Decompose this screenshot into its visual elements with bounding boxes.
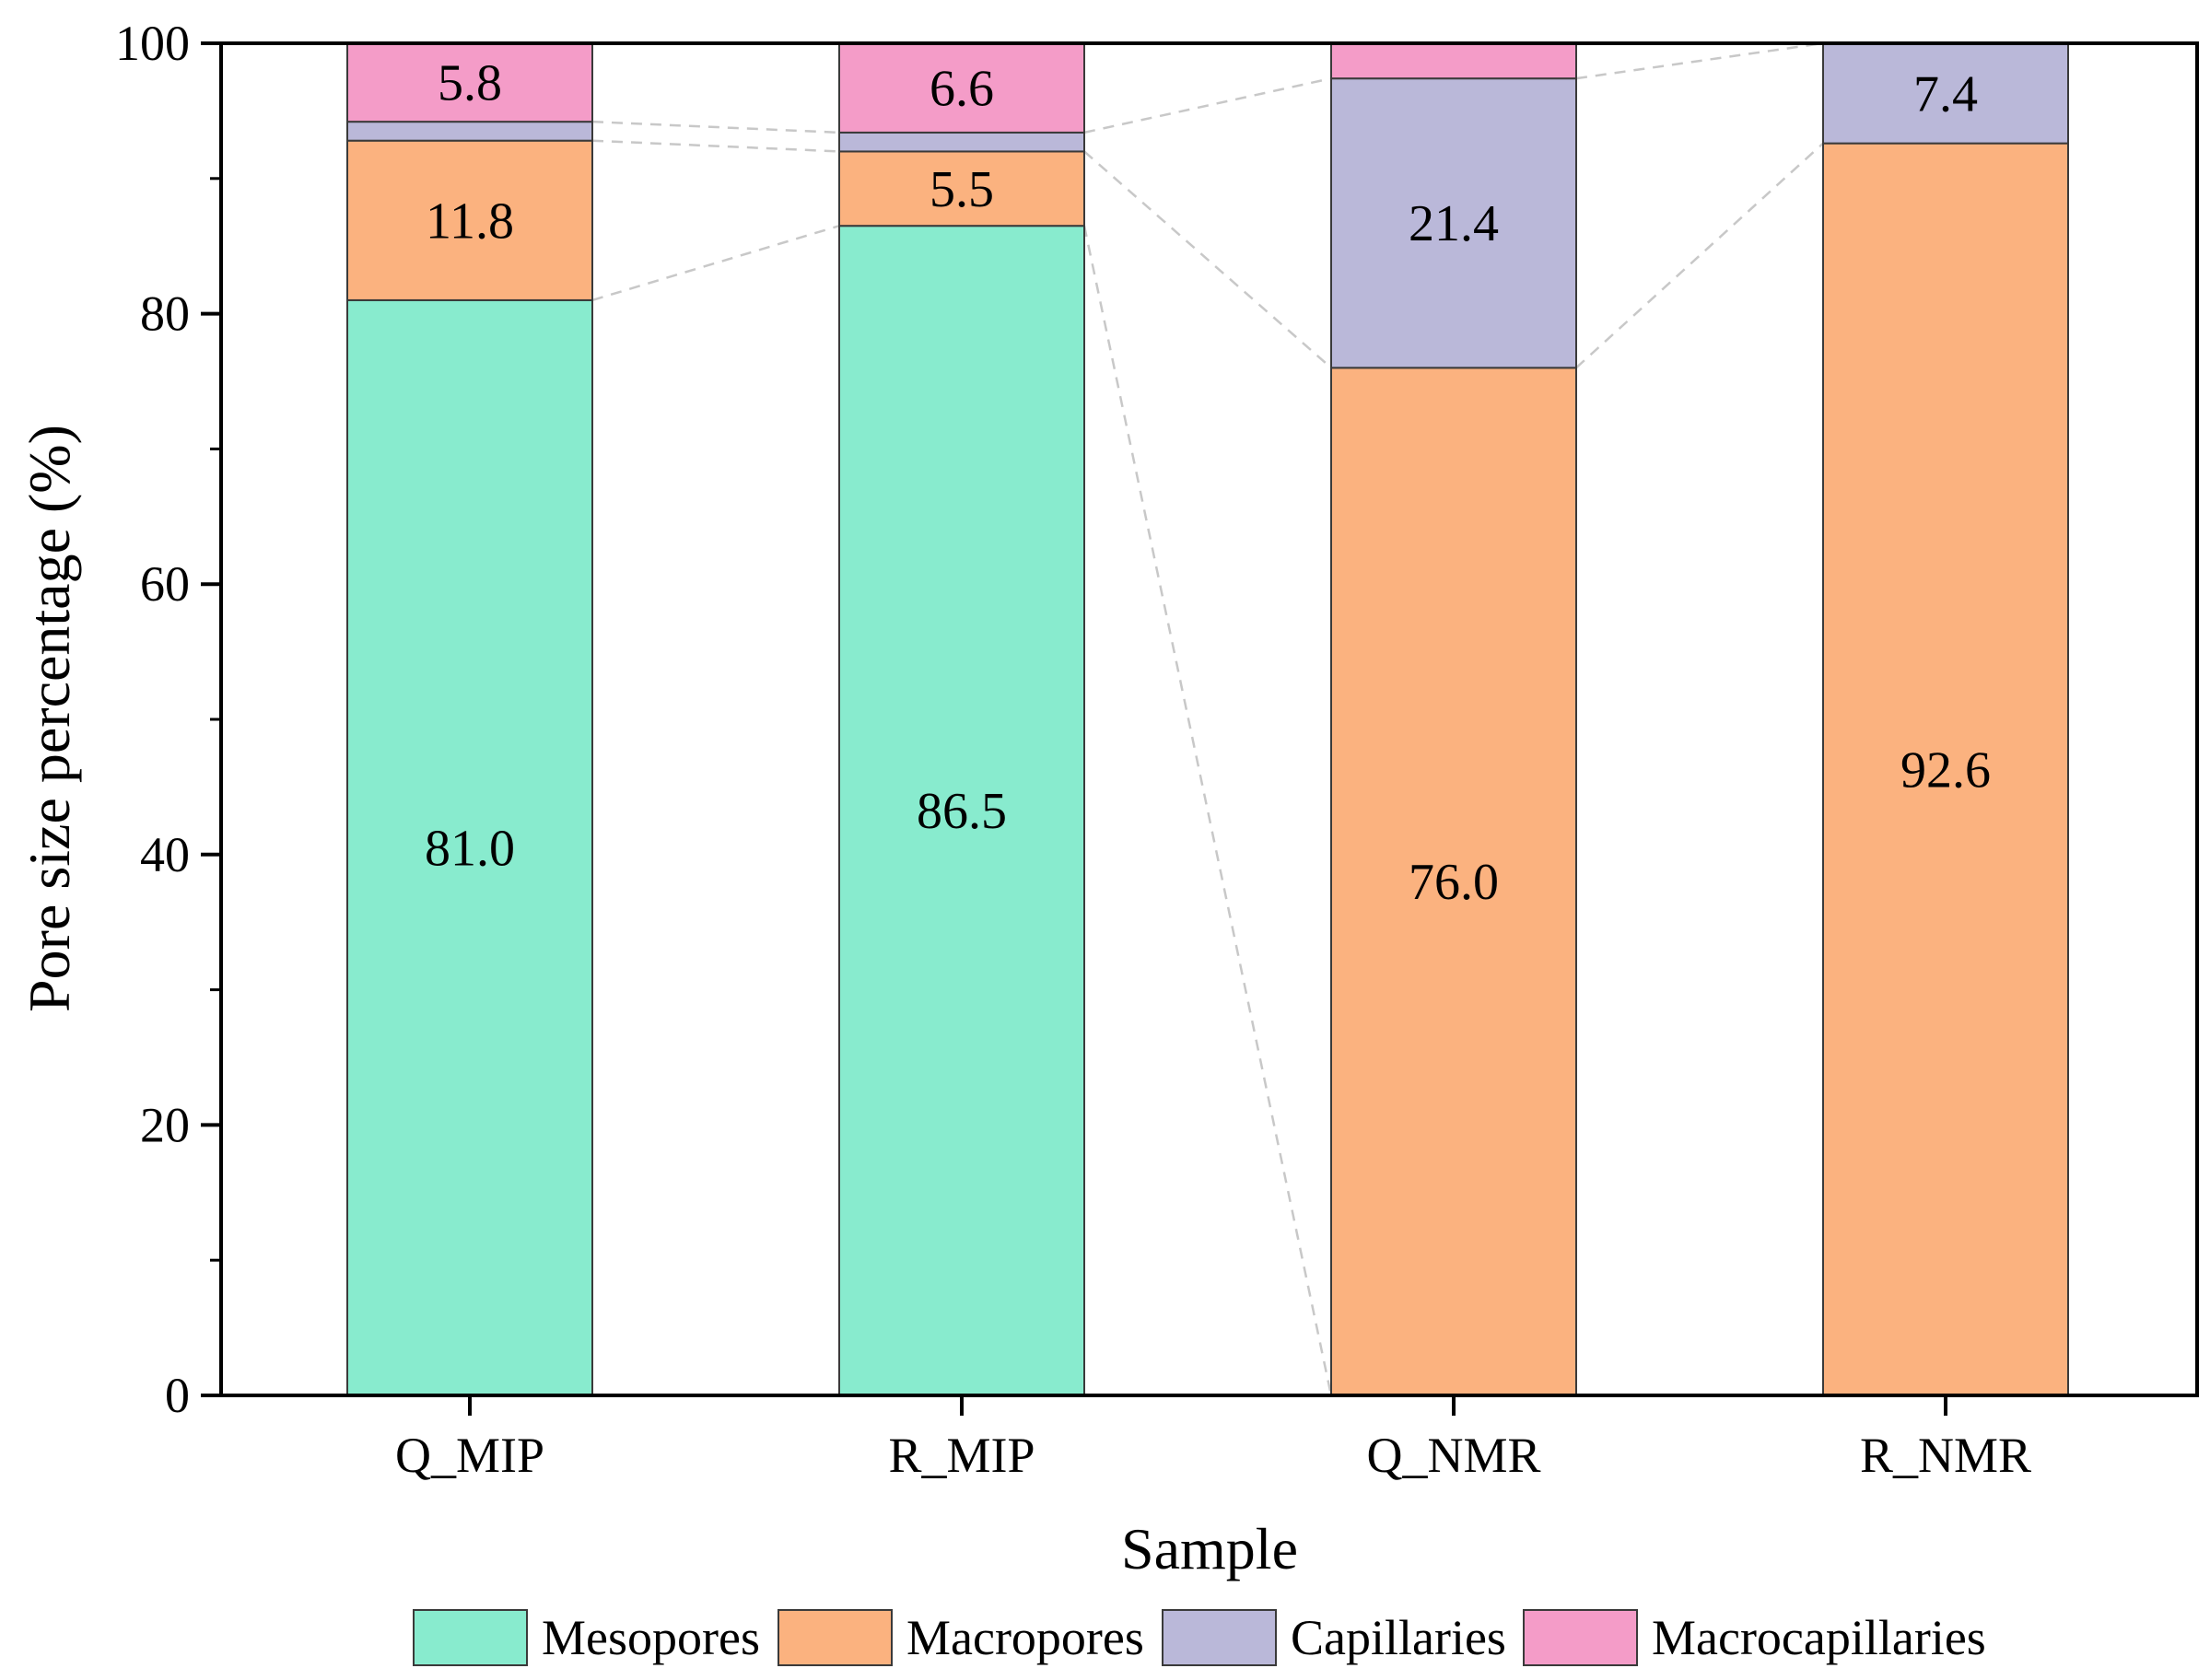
bar-r_nmr-macropores [1822,142,2069,1397]
axes: 0 20 40 60 80 100 Q_MIP R_MIP Q_NMR R_NMR [115,16,2199,1483]
bar-stacks [346,42,2069,1397]
connector-line-Q_NMR-macropores [1575,142,1824,369]
bar-q_mip-mesopores [346,298,593,1396]
y-tick-label: 20 [140,1097,190,1152]
x-tick-label-r_nmr: R_NMR [1860,1428,2031,1483]
y-tick-label: 60 [140,556,190,612]
data-label-q_nmr-capillaries: 21.4 [1409,195,1499,252]
data-label-q_mip-mesopores: 81.0 [425,820,515,877]
connector-line-Q_MIP-mesopores [591,224,840,302]
connector-line-Q_MIP-capillaries [591,120,840,134]
bar-r_mip-mesopores [838,225,1085,1396]
bar-q_nmr-macropores [1330,367,1577,1397]
legend-label-macrocapillaries: Macrocapillaries [1652,1610,1986,1665]
connector-line-Q_MIP-macropores [591,139,840,153]
x-axis-title: Sample [1121,1516,1298,1581]
data-label-q_mip-macrocapillaries: 5.8 [438,55,502,112]
data-label-r_nmr-capillaries: 7.4 [1913,65,1978,122]
y-axis-title: Pore size percentage (%) [17,425,82,1012]
bar-q_mip-capillaries [346,121,593,142]
legend-swatch-macrocapillaries [1523,1609,1638,1666]
legend-label-capillaries: Capillaries [1291,1610,1506,1665]
x-tick-label-q_mip: Q_MIP [395,1428,544,1483]
bar-q_nmr-capillaries [1330,77,1577,369]
y-tick-label: 100 [115,16,190,71]
legend-item-capillaries: Capillaries [1162,1609,1506,1666]
bar-r_mip-macrocapillaries [838,42,1085,134]
data-label-r_mip-macrocapillaries: 6.6 [930,60,994,117]
connector-line-R_MIP-capillaries [1083,76,1332,134]
x-tick-label-q_nmr: Q_NMR [1366,1428,1540,1483]
bar-q_nmr-macrocapillaries [1330,42,1577,80]
y-tick-label: 0 [165,1368,190,1423]
y-tick-label: 40 [140,827,190,882]
data-label-r_mip-macropores: 5.5 [930,161,994,218]
legend: Mesopores Macropores Capillaries Macrocapil… [413,1609,1986,1666]
legend-item-macropores: Macropores [778,1609,1144,1666]
legend-label-macropores: Macropores [906,1610,1144,1665]
legend-item-mesopores: Mesopores [413,1609,760,1666]
legend-label-mesopores: Mesopores [542,1610,760,1665]
bar-r_mip-capillaries [838,131,1085,153]
x-tick-label-r_mip: R_MIP [888,1428,1035,1483]
bar-data-labels: 81.0 11.8 5.8 86.5 5.5 6.6 76.0 21.4 92.6 7.4 [425,55,1991,912]
legend-item-macrocapillaries: Macrocapillaries [1523,1609,1986,1666]
connector-lines [591,41,1824,1396]
legend-swatch-mesopores [413,1609,528,1666]
data-label-q_nmr-macropores: 76.0 [1409,854,1499,911]
bar-r_mip-macropores [838,150,1085,228]
bar-q_mip-macrocapillaries [346,42,593,123]
legend-swatch-capillaries [1162,1609,1277,1666]
connector-line-Q_NMR-capillaries [1575,41,1824,80]
data-label-q_mip-macropores: 11.8 [426,192,514,250]
legend-swatch-macropores [778,1609,893,1666]
connector-line-R_MIP-macropores [1083,150,1332,369]
data-label-r_nmr-macropores: 92.6 [1900,741,1991,799]
data-label-r_mip-mesopores: 86.5 [917,783,1007,840]
connector-line-R_MIP-mesopores [1082,225,1333,1396]
y-tick-label: 80 [140,286,190,342]
